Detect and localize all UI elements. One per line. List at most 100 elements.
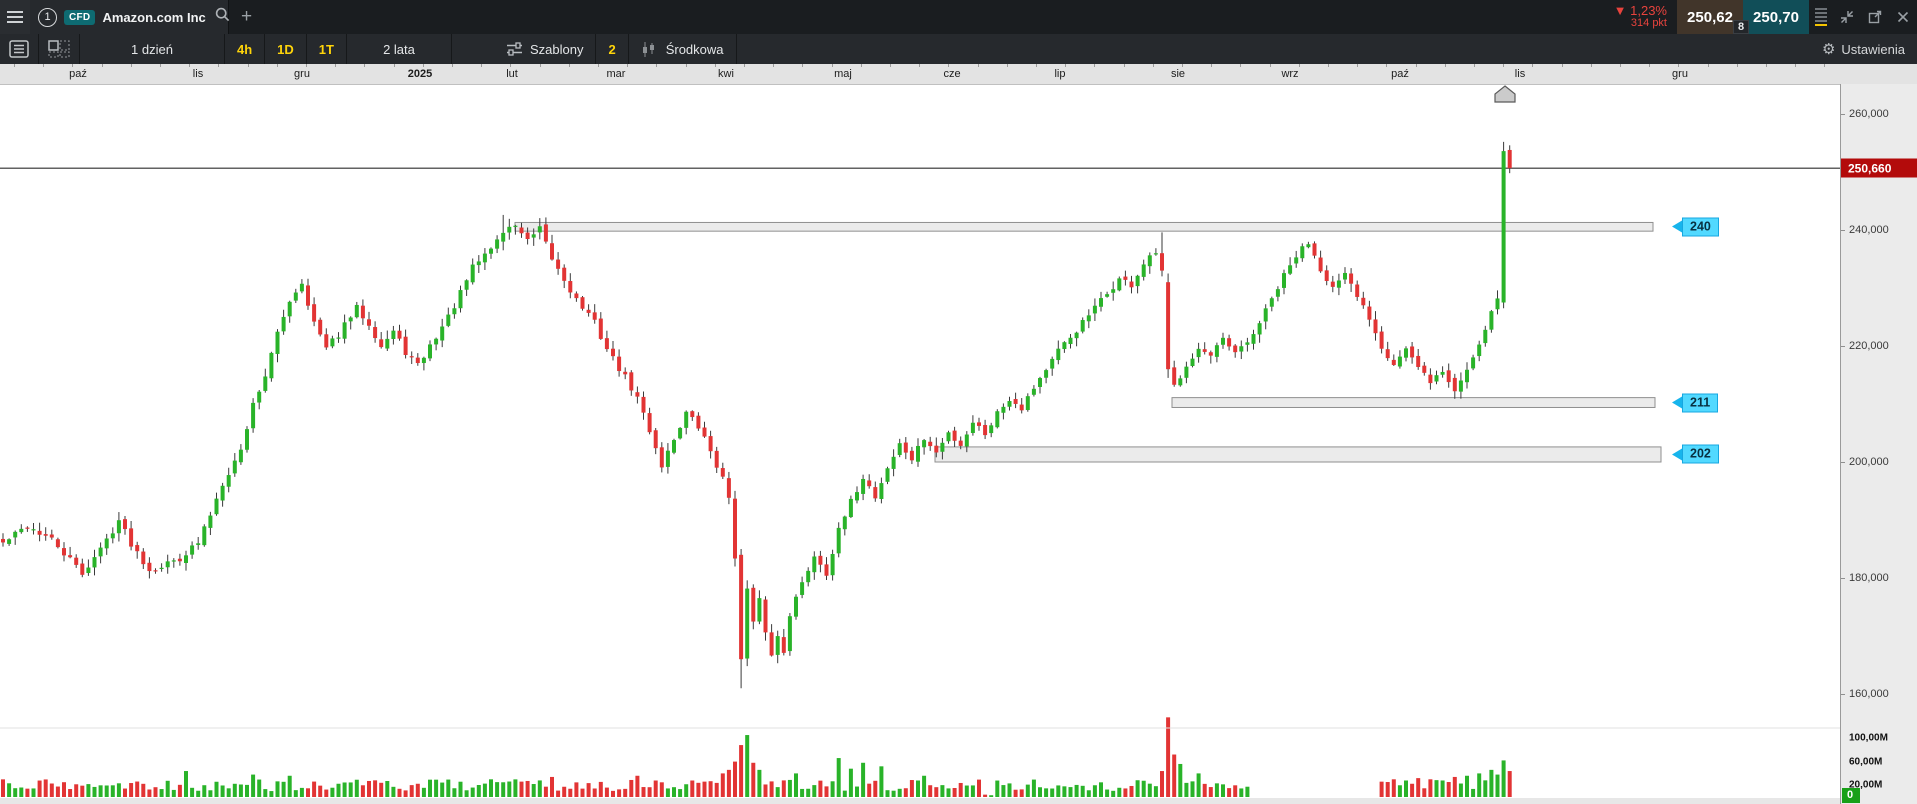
volume-zero-badge: 0	[1842, 788, 1861, 803]
timeframe-1d-button[interactable]: 1D	[265, 34, 307, 64]
volume-tick-label: 100,00M	[1849, 732, 1888, 744]
bid-price-button[interactable]: 250,62	[1677, 0, 1743, 34]
time-axis-tick	[948, 64, 950, 67]
time-axis-tick	[860, 64, 862, 67]
price-tick-label: 160,000	[1849, 688, 1889, 700]
level-badge-240[interactable]: 240	[1682, 217, 1719, 237]
time-axis-tick	[1649, 64, 1651, 67]
collapse-icon	[1841, 11, 1853, 23]
price-change: ▼ 1,23% 314 pkt	[1604, 0, 1677, 34]
time-axis-tick	[1298, 64, 1300, 67]
templates-button[interactable]: Szablony	[494, 34, 597, 64]
templates-label: Szablony	[529, 41, 584, 57]
time-axis-tick	[1182, 64, 1183, 67]
price-axis[interactable]: 260,000 240,000 220,000 200,000 180,000 160,0…	[1840, 84, 1917, 804]
orders-list-button[interactable]	[0, 34, 39, 64]
zone-240	[514, 221, 1654, 232]
time-axis-tick	[1444, 64, 1446, 67]
layout-button[interactable]	[39, 34, 80, 64]
price-tick-mark	[1841, 578, 1845, 579]
time-axis-tick	[160, 64, 161, 67]
time-axis-label: cze	[943, 68, 961, 80]
time-axis-tick	[1328, 64, 1329, 67]
range-selector[interactable]: 2 lata	[347, 34, 452, 64]
price-tick-mark	[1841, 230, 1845, 231]
popout-window-button[interactable]	[1861, 0, 1889, 34]
collapse-window-button[interactable]	[1833, 0, 1861, 34]
time-axis-tick	[393, 64, 395, 67]
time-axis-tick	[1415, 64, 1417, 67]
time-axis-tick	[1357, 64, 1359, 67]
price-tick-label: 180,000	[1849, 572, 1889, 584]
time-axis-tick	[1707, 64, 1709, 67]
time-axis-tick	[247, 64, 249, 67]
time-axis-tick	[539, 64, 541, 67]
time-axis-tick	[1123, 64, 1125, 67]
time-axis-tick	[14, 64, 15, 67]
popout-icon	[1868, 10, 1882, 24]
time-axis-tick	[656, 64, 658, 67]
period-label: 1 dzień	[131, 41, 173, 57]
time-axis-tick	[130, 64, 132, 67]
templates-count-button[interactable]: 2	[596, 34, 629, 64]
time-axis-tick	[422, 64, 424, 67]
volume-tick-label: 60,00M	[1849, 756, 1883, 768]
timeframe-4h-button[interactable]: 4h	[225, 34, 266, 64]
period-selector[interactable]: 1 dzień	[80, 34, 225, 64]
time-axis-tick	[773, 64, 775, 67]
layout-icon	[48, 40, 70, 58]
time-axis-tick	[890, 64, 891, 67]
time-axis-tick	[568, 64, 570, 67]
menu-button[interactable]	[0, 0, 30, 34]
instrument-tab[interactable]: 1 CFD Amazon.com Inc	[30, 0, 229, 34]
time-axis-label: 2025	[407, 68, 433, 80]
position-marker[interactable]	[1494, 85, 1516, 103]
tab-number-badge: 1	[38, 7, 57, 27]
ask-price-button[interactable]: 8 250,70	[1733, 0, 1809, 34]
chart-toolbar: 1 dzień 4h 1D 1T 2 lata Szablony 2 Środk…	[0, 34, 1917, 65]
range-label: 2 lata	[383, 41, 415, 57]
time-axis-tick	[977, 64, 979, 67]
settings-button[interactable]: ⚙ Ustawienia	[1816, 34, 1911, 64]
level-badge-202[interactable]: 202	[1682, 444, 1719, 464]
time-axis-tick	[335, 64, 337, 67]
add-tab-button[interactable]: +	[241, 6, 253, 27]
time-axis-tick	[1006, 64, 1008, 67]
time-axis-label: gru	[294, 68, 310, 80]
time-axis-tick	[1269, 64, 1271, 67]
candlestick-chart[interactable]	[0, 84, 1840, 804]
timeframe-1t-button[interactable]: 1T	[307, 34, 347, 64]
time-axis-tick	[1474, 64, 1475, 67]
indicator-button[interactable]: Środkowa	[629, 34, 737, 64]
price-tick-label: 240,000	[1849, 224, 1889, 236]
indicator-label: Środkowa	[665, 41, 724, 57]
ask-price: 250,70	[1753, 8, 1799, 26]
time-axis[interactable]: paź lis gru 2025 lut mar kwi maj cze lip sie wrz paź…	[0, 64, 1917, 85]
depth-mini-icon[interactable]	[1809, 0, 1833, 34]
time-axis-tick	[1590, 64, 1592, 67]
time-axis-tick	[1503, 64, 1505, 67]
time-axis-label: kwi	[718, 68, 734, 80]
instrument-title: Amazon.com Inc	[102, 9, 206, 25]
time-axis-label: mar	[606, 68, 626, 80]
price-tick-label: 200,000	[1849, 456, 1889, 468]
time-axis-tick	[510, 64, 512, 67]
time-axis-tick	[1094, 64, 1096, 67]
settings-label: Ustawienia	[1841, 41, 1905, 57]
cfd-badge: CFD	[64, 9, 96, 25]
close-window-button[interactable]	[1889, 0, 1917, 34]
time-axis-tick	[1736, 64, 1738, 67]
price-tick-mark	[1841, 346, 1845, 347]
time-axis-tick	[919, 64, 921, 67]
sliders-icon	[506, 42, 522, 56]
hamburger-icon	[7, 16, 23, 18]
search-icon[interactable]	[215, 7, 230, 27]
time-axis-tick	[1386, 64, 1388, 67]
time-axis-label: paź	[1391, 68, 1409, 80]
time-axis-label: wrz	[1281, 68, 1299, 80]
time-axis-tick	[1795, 64, 1797, 67]
price-tick-mark	[1841, 462, 1845, 463]
level-badge-211[interactable]: 211	[1682, 393, 1719, 413]
list-icon	[9, 40, 29, 58]
